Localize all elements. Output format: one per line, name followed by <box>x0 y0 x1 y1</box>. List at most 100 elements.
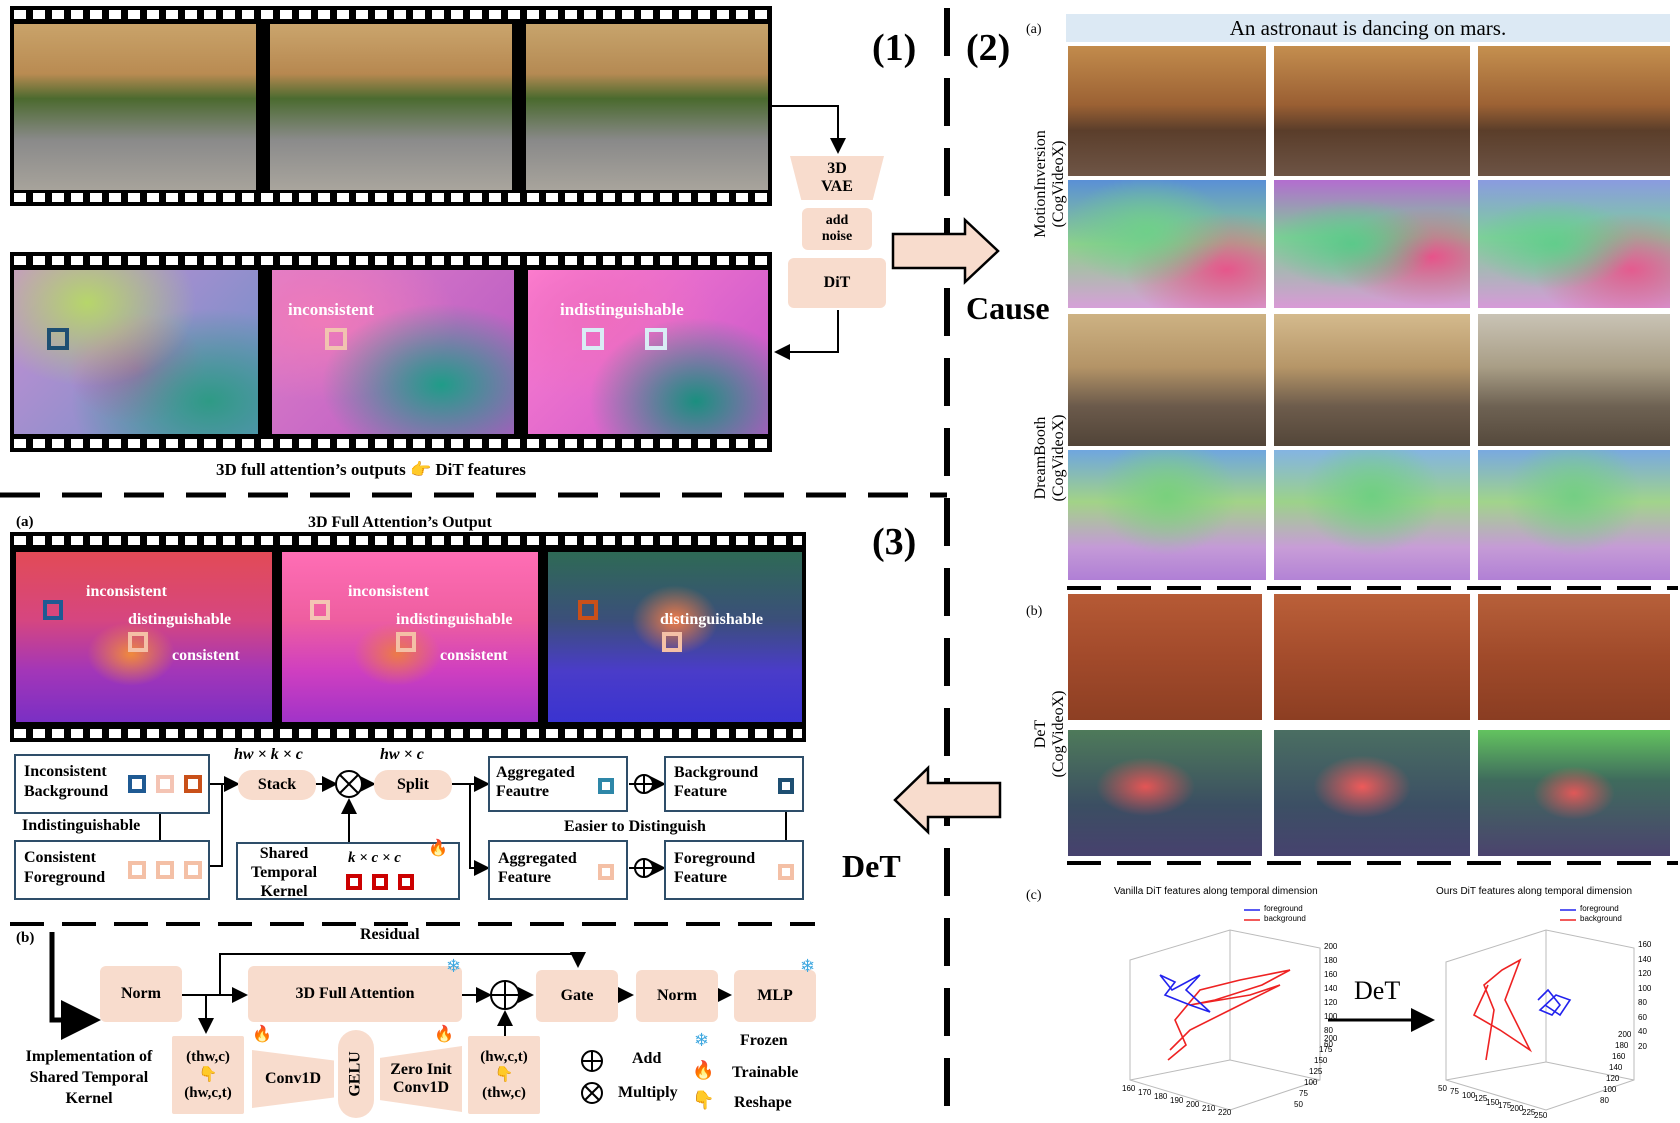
label-inconsistent-top: inconsistent <box>288 300 374 319</box>
label-part-2: (2) <box>966 27 1011 69</box>
legend-left-swatches <box>1244 909 1260 921</box>
reshape-in-block: (thw,c) 👇 (hw,c,t) <box>172 1036 244 1114</box>
det-arrow <box>893 765 1002 835</box>
aggregated-fg-feature-box: Aggregated Feature <box>488 840 628 900</box>
tracked-point-3b <box>645 328 667 350</box>
plot-right-z-tick: 100 <box>1638 983 1652 993</box>
plot-right-z-tick: 160 <box>1638 940 1652 949</box>
fg-point-3 <box>662 632 682 652</box>
part1-caption: 3D full attention’s outputs 👉 DiT featur… <box>216 460 526 479</box>
aggregated-bg-feature-box: Aggregated Feautre <box>488 756 628 812</box>
legend-frozen-label: Frozen <box>740 1032 788 1049</box>
mi-feature-3 <box>1478 180 1670 308</box>
attention-map-3 <box>548 552 802 722</box>
snowflake-icon: ❄ <box>446 956 462 976</box>
legend-right-fg: foreground <box>1580 904 1619 913</box>
plot-right-x-tick: 225 <box>1522 1107 1536 1117</box>
plot-right-fg-series <box>1537 988 1572 1017</box>
legend-reshape-label: Reshape <box>734 1094 792 1111</box>
residual-label: Residual <box>360 926 420 943</box>
plot-right-x-tick: 250 <box>1534 1111 1548 1121</box>
easier-label: Easier to Distinguish <box>564 818 706 835</box>
bg-point-2 <box>310 600 330 620</box>
plot-left-title: Vanilla DiT features along temporal dime… <box>1114 886 1318 897</box>
mi-frame-3 <box>1478 46 1670 176</box>
label-inconsistent-1: inconsistent <box>86 583 167 600</box>
plot-left-z-tick: 200 <box>1324 942 1338 951</box>
label-a-right: (a) <box>1026 22 1042 37</box>
feature-map-3 <box>528 270 768 434</box>
fg-point-1 <box>128 632 148 652</box>
foreground-feature-box: Foreground Feature <box>664 840 804 900</box>
split-block: Split <box>374 770 452 800</box>
label-inconsistent-2: inconsistent <box>348 583 429 600</box>
attention-block: 3D Full Attention <box>248 966 462 1022</box>
cause-arrow <box>891 217 1000 285</box>
legend-right-swatches <box>1560 909 1576 921</box>
plot-left-y-tick: 75 <box>1299 1089 1308 1098</box>
det-frame-2 <box>1274 594 1470 720</box>
stack-dim: hw × k × c <box>234 746 303 763</box>
plot-right-z-tick: 80 <box>1638 998 1647 1007</box>
plot-left-z-tick: 120 <box>1324 998 1338 1007</box>
label-consistent-2: consistent <box>440 647 508 664</box>
consistent-foreground-box: Consistent Foreground <box>14 840 210 900</box>
prompt-banner: An astronaut is dancing on mars. <box>1066 14 1670 42</box>
label-consistent-1: consistent <box>172 647 240 664</box>
label-indistinguishable-2: indistinguishable <box>396 611 513 628</box>
gate-block: Gate <box>536 970 618 1022</box>
legend-right-bg: background <box>1580 914 1622 923</box>
label-b-right: (b) <box>1026 604 1043 619</box>
inconsistent-background-box: Inconsistent Background <box>14 754 210 814</box>
plot-right-axes <box>1445 929 1635 1111</box>
label-c-right: (c) <box>1026 888 1042 903</box>
fg-point-2 <box>396 632 416 652</box>
plot-left-y-tick: 175 <box>1319 1045 1333 1054</box>
plot-left-z-tick: 80 <box>1324 1026 1333 1035</box>
pointing-hand-icon: 👉 <box>409 460 432 479</box>
reshape-out-block: (hw,c,t) 👇 (thw,c) <box>468 1036 540 1114</box>
plot-right-y-tick: 140 <box>1609 1063 1623 1072</box>
plot-right-z-tick: 20 <box>1638 1041 1647 1051</box>
legend-trainable-label: Trainable <box>732 1064 799 1081</box>
db-frame-1 <box>1068 314 1266 446</box>
input-frame-3 <box>526 24 768 190</box>
plot-right-y-tick: 160 <box>1612 1052 1626 1061</box>
plot-left-x-tick: 210 <box>1202 1104 1216 1113</box>
input-frame-1 <box>14 24 256 190</box>
plot-det-label: DeT <box>1354 976 1401 1005</box>
feature-map-1 <box>14 270 258 434</box>
pointing-hand-icon: 👇 <box>692 1090 715 1110</box>
db-feature-1 <box>1068 450 1266 580</box>
vae-block: 3D VAE <box>790 156 884 200</box>
gelu-block: GELU <box>338 1030 374 1118</box>
label-indistinguishable-top: indistinguishable <box>560 300 684 319</box>
conv1d-block: Conv1D <box>252 1050 334 1108</box>
fire-icon: 🔥 <box>434 1026 454 1043</box>
plot-left-x-tick: 180 <box>1154 1092 1168 1101</box>
db-frame-2 <box>1274 314 1470 446</box>
mlp-block: MLP <box>734 970 816 1022</box>
tracked-point-1 <box>47 328 69 350</box>
db-frame-3 <box>1478 314 1670 446</box>
stack-block: Stack <box>238 770 316 800</box>
attention-map-2 <box>282 552 538 722</box>
plot-left-x-tick: 160 <box>1122 1084 1136 1093</box>
fire-icon: 🔥 <box>428 840 448 857</box>
det-frame-1 <box>1068 594 1262 720</box>
det-feature-2 <box>1274 730 1470 856</box>
label-distinguishable-3: distinguishable <box>660 611 764 628</box>
det-feature-3 <box>1478 730 1670 856</box>
plot-right-z-tick: 140 <box>1638 954 1652 964</box>
plot-left-x-tick: 170 <box>1138 1088 1152 1097</box>
plot-left-bg-series <box>1167 969 1291 1061</box>
plot-left-z-tick: 160 <box>1324 970 1338 979</box>
plot-right-z-tick: 60 <box>1638 1012 1647 1022</box>
feature-map-2 <box>272 270 514 434</box>
cause-label: Cause <box>966 290 1050 326</box>
background-feature-box: Background Feature <box>664 756 804 812</box>
plot-right-title: Ours DiT features along temporal dimensi… <box>1436 886 1633 897</box>
plot-left-axes <box>1129 929 1321 1111</box>
plot-left-x-tick: 220 <box>1218 1108 1232 1117</box>
